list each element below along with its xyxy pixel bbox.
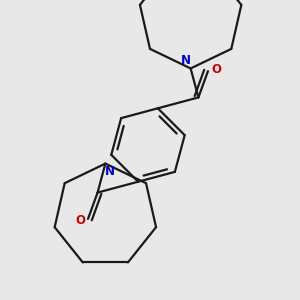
Text: O: O	[75, 214, 85, 227]
Text: N: N	[105, 165, 116, 178]
Text: N: N	[181, 54, 190, 67]
Text: O: O	[211, 63, 221, 76]
